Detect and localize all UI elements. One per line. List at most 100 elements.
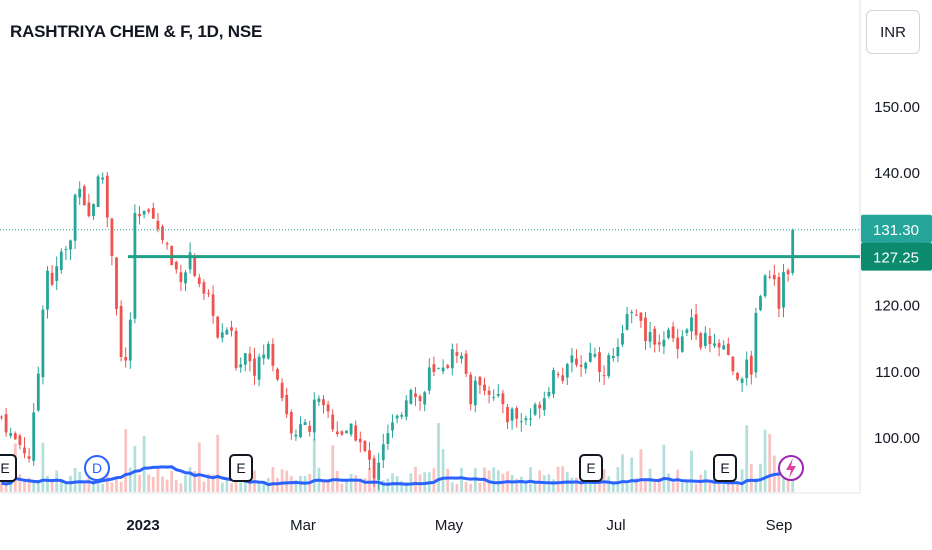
candle-body (772, 274, 776, 280)
candle-body (271, 343, 275, 366)
candle-body (717, 343, 721, 348)
volume-bar (446, 468, 450, 492)
volume-bar (239, 482, 243, 492)
candle-body (193, 255, 197, 276)
candle-body (625, 314, 629, 330)
candle-body (561, 375, 565, 381)
volume-bar (671, 482, 675, 492)
volume-bar (289, 476, 293, 492)
candle-body (257, 356, 261, 380)
candle-body (285, 394, 289, 415)
candle-body (409, 390, 413, 404)
volume-bar (174, 479, 178, 492)
candle-body (234, 330, 238, 369)
candle-body (317, 398, 321, 402)
candle-body (386, 433, 390, 444)
volume-bar (294, 479, 298, 492)
price-tick-label: 150.00 (874, 99, 920, 116)
volume-bar (745, 425, 749, 492)
volume-bar (115, 476, 118, 492)
candle-body (616, 346, 620, 357)
volume-bar (400, 481, 404, 492)
symbol-title[interactable]: RASHTRIYA CHEM & F, 1D, NSE (10, 22, 263, 41)
currency-button[interactable]: INR (866, 10, 920, 54)
volume-bar (234, 474, 238, 492)
candle-body (791, 229, 795, 274)
volume-bar (575, 477, 578, 492)
volume-bar (414, 466, 417, 492)
candle-body (216, 316, 220, 338)
candle-body (432, 364, 436, 372)
candle-body (506, 407, 509, 423)
volume-bar (142, 435, 146, 492)
volume-bar (680, 482, 684, 492)
candle-body (653, 328, 657, 345)
candle-body (184, 272, 187, 284)
candle-body (156, 220, 160, 230)
candle-body (18, 435, 22, 445)
volume-bar (630, 457, 634, 492)
candle-body (501, 393, 505, 405)
candle-body (579, 364, 583, 367)
volume-bar (18, 474, 22, 492)
candle-body (441, 367, 445, 372)
candle-body (644, 317, 647, 342)
candle-body (23, 447, 26, 454)
candle-body (69, 240, 72, 250)
candle-body (349, 423, 353, 435)
volume-bar (616, 467, 620, 492)
candle-body (602, 375, 606, 377)
candle-body (680, 336, 684, 352)
earnings-marker-label: E (720, 460, 729, 476)
candle-body (299, 424, 302, 438)
candle-body (492, 397, 496, 399)
candle-body (777, 277, 781, 309)
volume-bar (519, 476, 523, 492)
price-tick-label: 140.00 (874, 165, 920, 182)
volume-bar (349, 473, 353, 492)
candle-body (335, 431, 339, 435)
candle-body (515, 408, 519, 419)
candle-body (202, 282, 206, 294)
candle-body (745, 359, 749, 379)
volume-bar (759, 463, 762, 492)
candle-body (377, 462, 381, 480)
candle-body (400, 414, 404, 417)
candle-body (427, 367, 431, 391)
candle-body (354, 425, 358, 441)
volume-bar (59, 480, 63, 492)
candle-body (552, 370, 555, 395)
candle-body (165, 243, 169, 245)
candle-body (326, 404, 330, 412)
candle-body (450, 349, 454, 369)
volume-bar (529, 467, 532, 492)
volume-bar (165, 479, 169, 492)
volume-bar (101, 483, 105, 492)
candle-body (391, 422, 394, 431)
volume-bar (777, 467, 781, 492)
candle-body (598, 352, 601, 372)
earnings-marker (0, 454, 17, 482)
candle-body (55, 266, 59, 281)
candle-body (220, 332, 224, 338)
time-tick-label: May (435, 517, 464, 534)
time-tick-label: Mar (290, 517, 316, 534)
candle-body (460, 355, 463, 359)
volume-bar (36, 479, 40, 492)
candle-body (142, 210, 146, 215)
candle-body (483, 384, 486, 391)
candle-body (303, 422, 307, 426)
candle-body (722, 345, 726, 350)
candle-body (41, 309, 45, 378)
time-tick-label: Jul (606, 517, 625, 534)
volume-bar (262, 481, 266, 492)
level-price-label-bg (861, 242, 932, 271)
level-price-label: 127.25 (873, 250, 919, 267)
volume-bar (460, 467, 463, 492)
candle-body (372, 458, 376, 479)
volume-bar (441, 449, 445, 492)
volume-bar (782, 473, 785, 492)
candle-body (510, 408, 514, 421)
